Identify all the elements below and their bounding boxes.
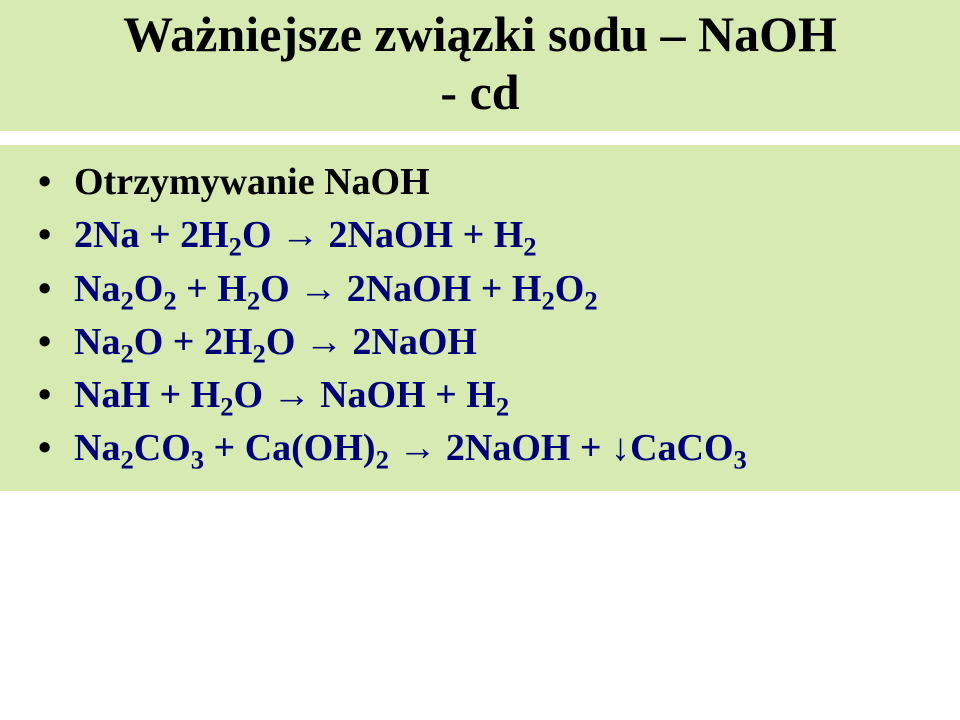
bullet-list: Otrzymywanie NaOH2Na + 2H2O → 2NaOH + H2… — [10, 157, 950, 475]
list-item: 2Na + 2H2O → 2NaOH + H2 — [74, 210, 950, 261]
body-band: Otrzymywanie NaOH2Na + 2H2O → 2NaOH + H2… — [0, 145, 960, 491]
title-line1: Ważniejsze związki sodu – NaOH — [123, 6, 837, 62]
arrow-icon: → — [281, 214, 319, 256]
arrow-icon: → — [398, 427, 436, 469]
slide-title: Ważniejsze związki sodu – NaOH - cd — [10, 6, 950, 121]
list-item: Na2CO3 + Ca(OH)2 → 2NaOH + ↓CaCO3 — [74, 423, 950, 474]
slide: Ważniejsze związki sodu – NaOH - cd Otrz… — [0, 0, 960, 720]
list-item: NaH + H2O → NaOH + H2 — [74, 370, 950, 421]
arrow-icon: → — [305, 321, 343, 363]
title-line2: - cd — [440, 64, 519, 120]
down-arrow-icon: ↓ — [611, 427, 630, 469]
list-item: Na2O2 + H2O → 2NaOH + H2O2 — [74, 264, 950, 315]
list-item: Otrzymywanie NaOH — [74, 157, 950, 208]
arrow-icon: → — [299, 268, 337, 310]
list-item: Na2O + 2H2O → 2NaOH — [74, 317, 950, 368]
arrow-icon: → — [273, 374, 311, 416]
title-band: Ważniejsze związki sodu – NaOH - cd — [0, 0, 960, 131]
